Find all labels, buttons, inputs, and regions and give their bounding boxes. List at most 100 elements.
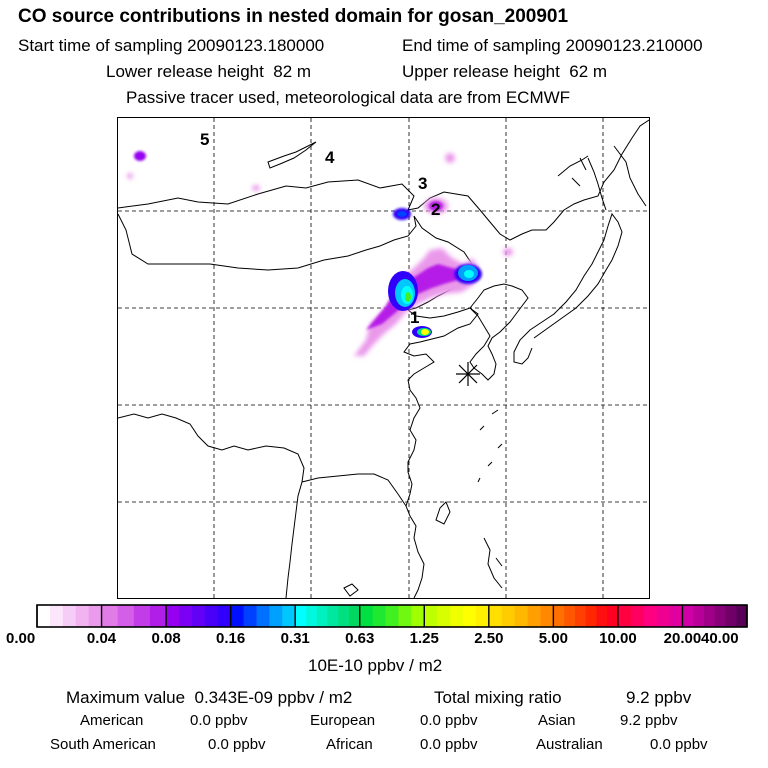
plume-outer (127, 153, 513, 356)
colorbar-cell (179, 605, 193, 627)
colorbar-cell (682, 605, 694, 627)
colorbar-tick-label: 0.00 (6, 630, 36, 647)
colorbar-cell (617, 605, 632, 627)
receptor-marker (456, 362, 480, 386)
colorbar-cell (327, 605, 339, 627)
colorbar (36, 604, 748, 628)
region-african-name: African (326, 736, 373, 753)
colorbar-cell (217, 605, 232, 627)
colorbar-cell (398, 605, 412, 627)
colorbar-cell (596, 605, 608, 627)
korea-outline (469, 283, 529, 381)
colorbar-cell (411, 605, 425, 627)
end-time-label: End time of sampling (402, 36, 561, 55)
colorbar-cell (62, 605, 77, 627)
lower-release-value: 82 m (273, 62, 312, 81)
colorbar-cell (463, 605, 477, 627)
colorbar-cell (269, 605, 283, 627)
colorbar-cell (553, 605, 565, 627)
colorbar-cell (475, 605, 490, 627)
max-value-number: 0.343E-09 ppbv / m2 (194, 688, 353, 707)
colorbar-unit: 10E-10 ppbv / m2 (308, 656, 443, 675)
lower-release-label: Lower release height (106, 62, 264, 81)
colorbar-cell (437, 605, 451, 627)
colorbar-cell (49, 605, 64, 627)
region-south-american-name: South American (50, 736, 156, 753)
map-label-3: 3 (418, 174, 427, 193)
lower-release: Lower release height 82 m (106, 62, 311, 82)
hainan (343, 583, 359, 597)
colorbar-cell (385, 605, 399, 627)
colorbar-cell (204, 605, 219, 627)
region-european-value: 0.0 ppbv (420, 712, 478, 729)
colorbar-cell (133, 605, 151, 627)
graticule (118, 118, 649, 598)
colorbar-cell (230, 605, 245, 627)
colorbar-cell (564, 605, 576, 627)
indochina-border (301, 473, 407, 507)
colorbar-cell (372, 605, 387, 627)
map-panel: 1 2 3 4 5 (117, 117, 650, 599)
chart-title: CO source contributions in nested domain… (18, 6, 569, 27)
colorbar-cell (305, 605, 318, 627)
start-time-value: 20090123.180000 (187, 36, 325, 55)
colorbar-cell (607, 605, 619, 627)
region-american-value: 0.0 ppbv (190, 712, 248, 729)
map-label-4: 4 (325, 148, 335, 167)
colorbar-cell (243, 605, 257, 627)
colorbar-cell (348, 605, 361, 627)
mongolia-border (118, 213, 417, 271)
colorbar-cell (359, 605, 374, 627)
total-mixing: Total mixing ratio (434, 688, 562, 708)
colorbar-tick-label: 40.00 (701, 630, 739, 647)
plume-core (388, 211, 478, 338)
colorbar-cell (585, 605, 597, 627)
sakhalin (579, 157, 607, 211)
end-time-value: 20090123.210000 (565, 36, 703, 55)
total-mixing-value: 9.2 ppbv (626, 688, 692, 707)
max-value-label: Maximum value (66, 688, 186, 707)
map-label-5: 5 (200, 130, 209, 149)
colorbar-cell (316, 605, 328, 627)
colorbar-cell (501, 605, 516, 627)
region-australian-value: 0.0 ppbv (650, 736, 708, 753)
colorbar-cell (736, 605, 748, 627)
colorbar-cell (149, 605, 167, 627)
colorbar-cell (703, 605, 716, 627)
map-label-1: 1 (410, 308, 419, 327)
region-european-name: European (310, 712, 376, 729)
start-time-label: Start time of sampling (18, 36, 183, 55)
colorbar-cell (488, 605, 503, 627)
lake-baikal (267, 141, 317, 169)
map-svg: 1 2 3 4 5 (118, 118, 649, 598)
colorbar-tick-label: 0.16 (216, 630, 246, 647)
colorbar-tick-label: 0.63 (345, 630, 375, 647)
tracer-note: Passive tracer used, meteorological data… (126, 88, 571, 107)
colorbar-cell (725, 605, 737, 627)
map-label-2: 2 (431, 200, 440, 219)
region-asian-value: 9.2 ppbv (620, 712, 678, 729)
colorbar-cell (117, 605, 135, 627)
coastlines (118, 119, 649, 598)
colorbar-cell (693, 605, 705, 627)
colorbar-cell (714, 605, 726, 627)
colorbar-cell (540, 605, 554, 627)
colorbar-cell (75, 605, 90, 627)
colorbar-tick-label: 0.04 (86, 630, 117, 647)
colorbar-tick-label: 0.08 (151, 630, 181, 647)
upper-release: Upper release height 62 m (402, 62, 607, 82)
region-asian-name: Asian (538, 712, 576, 729)
region-african-value: 0.0 ppbv (420, 736, 478, 753)
region-american-name: American (80, 712, 144, 729)
region-south-american-value: 0.0 ppbv (208, 736, 266, 753)
colorbar-cell (37, 605, 51, 627)
plume-field (127, 151, 513, 356)
colorbar-cell (166, 605, 180, 627)
end-time: End time of sampling 20090123.210000 (402, 36, 703, 56)
india-border (118, 413, 305, 598)
colorbar-tick-label: 10.00 (599, 630, 637, 647)
colorbar-tick-label: 5.00 (538, 630, 568, 647)
colorbar-cell (338, 605, 350, 627)
colorbar-tick-label: 2.50 (474, 630, 504, 647)
total-mixing-label: Total mixing ratio (434, 688, 562, 707)
